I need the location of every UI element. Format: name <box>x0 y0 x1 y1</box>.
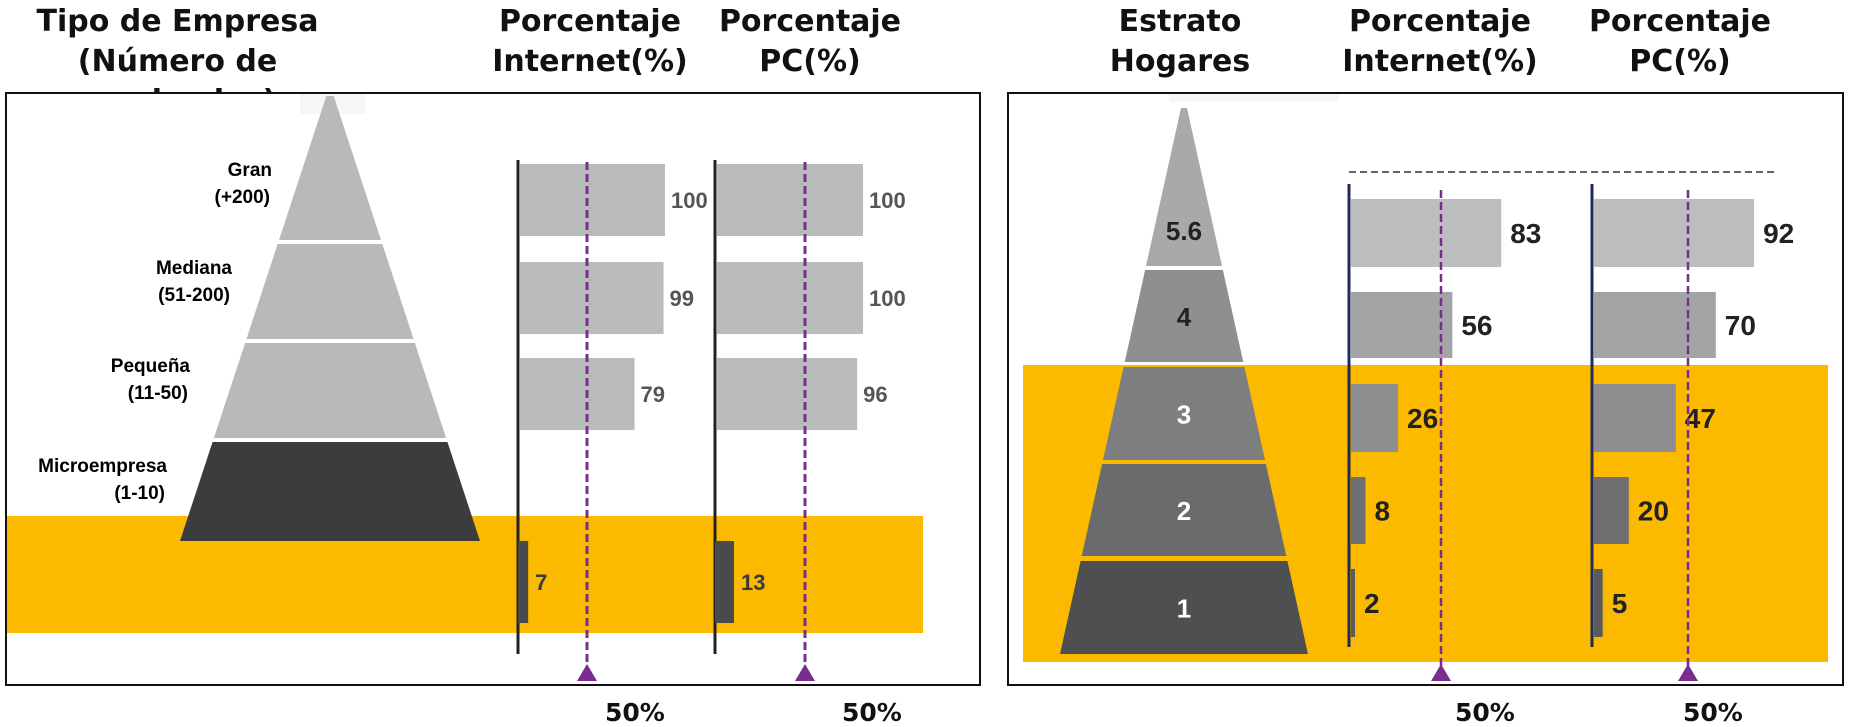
bar-value-label: 96 <box>863 382 887 407</box>
bar-value-label: 79 <box>641 382 665 407</box>
bar-value-label: 47 <box>1685 403 1716 434</box>
stratum-label: 3 <box>1177 400 1191 430</box>
bar-value-label: 5 <box>1612 588 1628 619</box>
category-range: (11-50) <box>128 383 188 404</box>
bar-value-label: 2 <box>1364 588 1380 619</box>
pyramid-segment <box>278 96 382 240</box>
category-name: Pequeña <box>111 356 191 377</box>
pyramid-cap <box>1169 94 1339 102</box>
bar <box>1594 569 1603 637</box>
pyramid-segment <box>1124 270 1244 362</box>
chart-hogares: 5.6 4 3 2 1 83 56 26 8 2 92 70 47 20 5 <box>1023 94 1828 681</box>
bar-value-label: 7 <box>535 570 547 595</box>
stratum-label: 4 <box>1177 302 1192 332</box>
ref-label-internet-hogares: 50% <box>1455 698 1515 727</box>
header-internet-empresa: Porcentaje Internet(%) <box>492 4 688 79</box>
bar-value-label: 26 <box>1407 403 1438 434</box>
header-internet-hogares: Porcentaje Internet(%) <box>1342 4 1538 79</box>
bar <box>1594 292 1716 358</box>
pyramid-segment <box>180 442 480 541</box>
bar <box>1351 477 1366 544</box>
stratum-label: 2 <box>1177 496 1191 526</box>
pyramid-segment <box>1145 108 1223 266</box>
ref-label-internet-empresa: 50% <box>605 698 665 727</box>
bar <box>1594 477 1629 544</box>
bar <box>717 164 863 236</box>
bar <box>1594 199 1755 267</box>
bar <box>1351 199 1502 267</box>
header-estrato: Estrato Hogares <box>1109 4 1251 79</box>
bar <box>520 262 664 334</box>
pyramid-segment <box>213 343 447 438</box>
bar <box>1351 569 1355 637</box>
bar <box>1351 384 1399 452</box>
category-name: Mediana <box>156 258 232 279</box>
bar-value-label: 70 <box>1725 310 1756 341</box>
bar-value-label: 92 <box>1763 218 1794 249</box>
pyramid-segment <box>1060 561 1308 654</box>
bar-value-label: 100 <box>869 286 906 311</box>
stratum-label: 5.6 <box>1166 216 1202 246</box>
ref-label-pc-empresa: 50% <box>842 698 902 727</box>
bar <box>1351 292 1453 358</box>
bar-value-label: 8 <box>1374 496 1390 527</box>
pyramid-segment <box>1102 367 1266 460</box>
reference-marker <box>1431 664 1451 681</box>
bar-value-label: 83 <box>1510 218 1541 249</box>
header-pc-hogares: Porcentaje PC(%) <box>1588 4 1772 79</box>
bar-value-label: 99 <box>670 286 694 311</box>
bar <box>715 541 734 623</box>
category-range: (1-10) <box>114 483 165 504</box>
bar <box>520 358 635 430</box>
bar-value-label: 56 <box>1461 310 1492 341</box>
reference-marker <box>1678 664 1698 681</box>
ref-label-pc-hogares: 50% <box>1683 698 1743 727</box>
panel-empresas: Gran (+200) Mediana (51-200) Pequeña (11-50) M… <box>5 92 981 686</box>
bar-value-label: 13 <box>741 570 765 595</box>
reference-marker <box>577 664 597 681</box>
pyramid-segment <box>246 244 414 339</box>
bar-value-label: 100 <box>869 188 906 213</box>
chart-empresas: Gran (+200) Mediana (51-200) Pequeña (11-50) M… <box>7 94 923 681</box>
category-name: Gran <box>228 160 272 181</box>
bar-value-label: 100 <box>671 188 708 213</box>
category-range: (+200) <box>215 187 270 208</box>
bar <box>717 262 863 334</box>
stratum-label: 1 <box>1177 594 1191 624</box>
bar <box>518 541 529 623</box>
bar <box>1594 384 1676 452</box>
bar-value-label: 20 <box>1638 496 1669 527</box>
bar <box>520 164 665 236</box>
category-name: Microempresa <box>38 456 167 477</box>
header-pc-empresa: Porcentaje PC(%) <box>718 4 902 79</box>
reference-marker <box>795 664 815 681</box>
category-range: (51-200) <box>158 285 230 306</box>
pyramid-segment <box>1081 464 1287 556</box>
panel-hogares: 5.6 4 3 2 1 83 56 26 8 2 92 70 47 20 5 <box>1007 92 1844 686</box>
bar <box>717 358 858 430</box>
